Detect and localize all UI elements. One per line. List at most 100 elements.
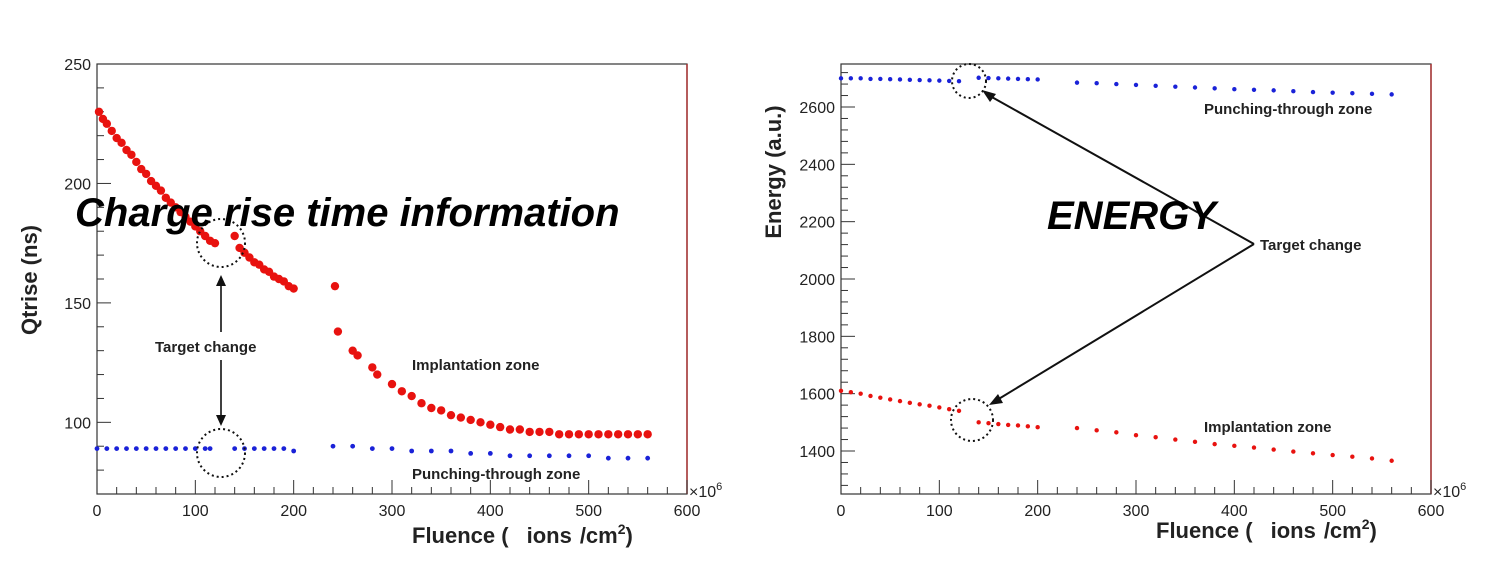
data-point xyxy=(1094,428,1099,433)
y-tick-label: 100 xyxy=(64,415,91,432)
left-data-points xyxy=(94,107,652,461)
x-tick-label: 600 xyxy=(674,503,701,520)
data-point xyxy=(1035,77,1040,82)
x-tick-label: 200 xyxy=(280,503,307,520)
data-point xyxy=(1153,435,1158,440)
data-point xyxy=(389,446,395,452)
data-point xyxy=(1389,458,1394,463)
data-point xyxy=(1232,87,1237,92)
right-x-axis-label: Fluence (ions/cm2) xyxy=(1156,516,1377,543)
target-change-circle-top xyxy=(951,63,987,99)
x-tick-label: 400 xyxy=(1221,503,1248,520)
data-point xyxy=(645,455,651,461)
data-point xyxy=(183,446,188,452)
data-point xyxy=(604,430,613,439)
data-point xyxy=(94,446,100,452)
data-point xyxy=(192,446,198,452)
data-point xyxy=(466,415,475,425)
data-point xyxy=(878,76,883,82)
left-x-multiplier-sup: 6 xyxy=(716,481,722,493)
right-ticks: 0 100 200 300 400 500 600 1400 1600 1800 2000 2200 2… xyxy=(799,72,1444,520)
data-point xyxy=(1291,449,1296,454)
y-tick-label: 2600 xyxy=(799,100,835,117)
left-x-label-main: Fluence ( xyxy=(412,523,509,548)
data-point xyxy=(1005,76,1011,81)
data-point xyxy=(124,446,129,452)
data-point xyxy=(515,425,525,434)
data-point xyxy=(232,446,238,452)
target-change-circle-upper xyxy=(196,218,246,268)
data-point xyxy=(838,388,844,393)
data-point xyxy=(927,403,932,408)
left-ticks: 0 100 200 300 400 500 600 100 150 200 250 xyxy=(64,57,700,520)
data-point xyxy=(858,391,863,396)
data-point xyxy=(207,446,213,452)
data-point xyxy=(368,363,377,372)
data-point xyxy=(230,231,239,241)
y-tick-label: 2400 xyxy=(799,157,835,174)
data-point xyxy=(1389,92,1394,97)
data-point xyxy=(545,427,554,437)
data-point xyxy=(487,450,493,456)
data-point xyxy=(153,446,159,452)
data-point xyxy=(564,430,574,439)
data-point xyxy=(956,79,962,84)
data-point xyxy=(1330,452,1335,458)
arrowhead-up xyxy=(216,275,226,286)
data-point xyxy=(525,427,534,437)
data-point xyxy=(878,395,883,400)
left-punching-label: Punching-through zone xyxy=(412,466,580,483)
data-point xyxy=(468,450,474,456)
data-point xyxy=(143,446,149,452)
data-point xyxy=(1212,441,1217,447)
data-point xyxy=(102,119,112,128)
data-point xyxy=(574,430,584,439)
data-point xyxy=(456,413,466,422)
x-tick-label: 500 xyxy=(1319,503,1346,520)
data-point xyxy=(937,405,942,410)
data-point xyxy=(446,410,456,420)
plot-frame-left xyxy=(96,63,688,495)
data-point xyxy=(858,76,863,81)
data-point xyxy=(1173,84,1178,89)
data-point xyxy=(1074,425,1080,431)
x-tick-label: 300 xyxy=(1123,503,1150,520)
data-point xyxy=(554,430,564,439)
target-change-arrow-to-bottom xyxy=(996,243,1255,401)
data-point xyxy=(417,399,426,408)
data-point xyxy=(117,138,126,148)
data-point xyxy=(535,427,544,437)
arrowhead-to-top xyxy=(982,90,996,102)
data-point xyxy=(996,76,1001,81)
data-point xyxy=(1114,430,1119,435)
target-change-circle-bottom xyxy=(950,398,994,442)
data-point xyxy=(261,446,267,452)
data-point xyxy=(1015,423,1021,428)
left-x-axis-label: Fluence (ions/cm2) xyxy=(412,521,633,548)
data-point xyxy=(1330,90,1335,95)
data-point xyxy=(986,420,991,426)
right-target-change-label: Target change xyxy=(1260,237,1361,254)
x-tick-label: 0 xyxy=(837,503,846,520)
data-point xyxy=(546,453,552,459)
data-point xyxy=(133,446,139,452)
data-point xyxy=(996,421,1001,427)
y-tick-label: 1800 xyxy=(799,329,835,346)
data-point xyxy=(173,446,179,452)
data-point xyxy=(114,446,120,452)
data-point xyxy=(838,76,844,81)
left-x-multiplier-base: ×10 xyxy=(689,484,716,501)
data-point xyxy=(907,400,913,406)
data-point xyxy=(1025,76,1031,82)
data-point xyxy=(210,238,220,248)
data-point xyxy=(281,446,287,452)
data-point xyxy=(387,379,397,389)
left-implantation-label: Implantation zone xyxy=(412,357,540,374)
data-point xyxy=(251,446,257,452)
data-point xyxy=(625,455,631,461)
data-point xyxy=(594,430,603,439)
data-point xyxy=(897,77,903,82)
right-punching-label: Punching-through zone xyxy=(1204,101,1372,118)
data-point xyxy=(986,75,991,81)
data-point xyxy=(369,446,375,452)
